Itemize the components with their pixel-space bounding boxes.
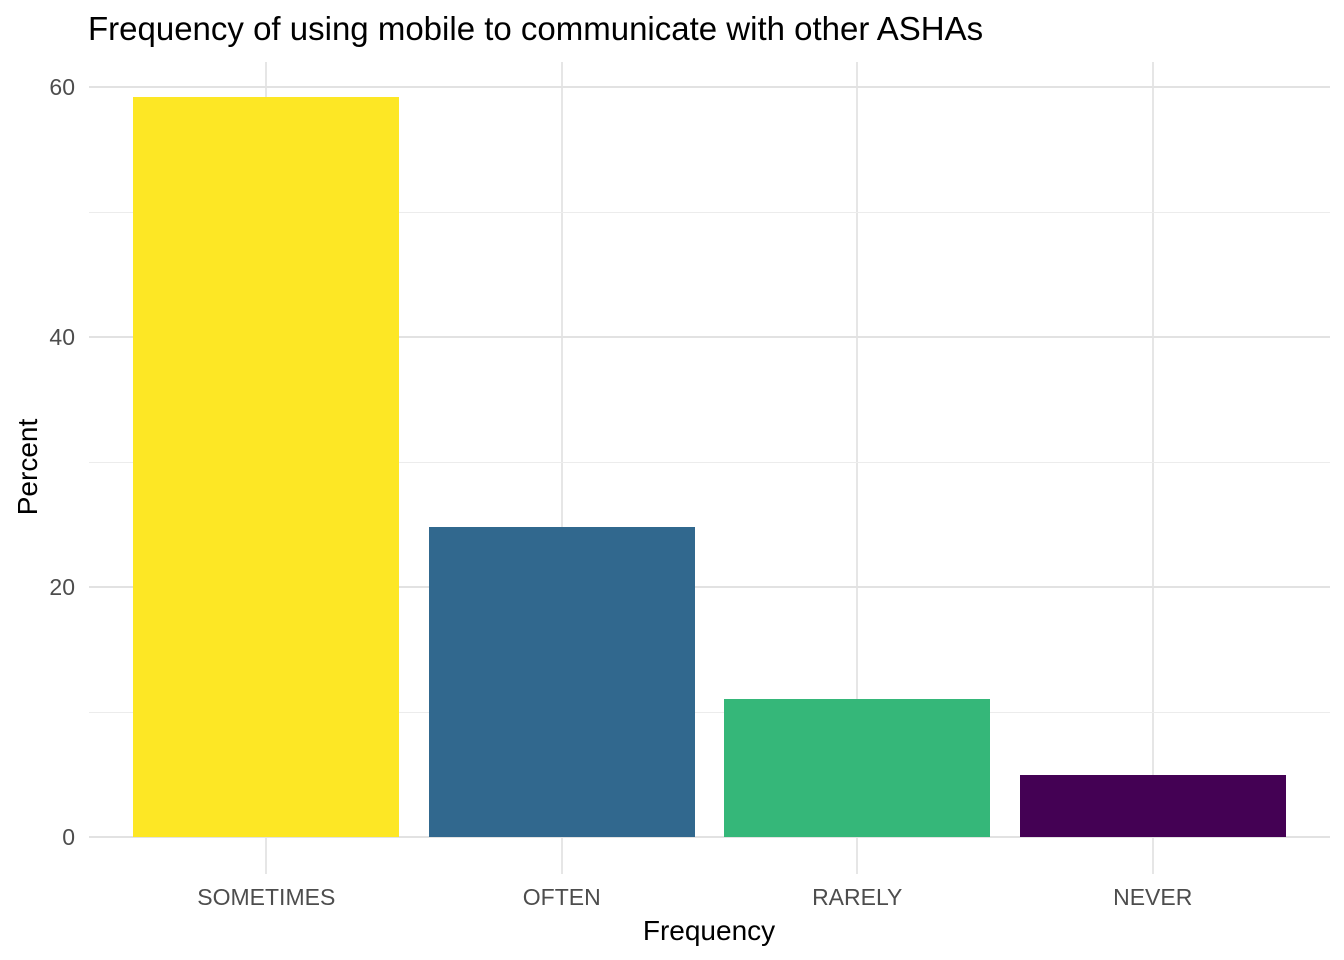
x-axis-title: Frequency: [642, 915, 776, 946]
x-tick-label-never: NEVER: [1113, 884, 1193, 910]
major-gridline: [89, 835, 1330, 838]
vertical-gridline: [856, 62, 859, 874]
y-tick-label: 0: [62, 823, 75, 850]
y-axis-title: Percent: [12, 418, 43, 516]
y-tick-label: 20: [49, 573, 75, 600]
minor-gridline: [89, 211, 1330, 213]
x-tick-label-often: OFTEN: [522, 884, 601, 910]
bar-rarely: [724, 699, 991, 837]
plot-panel: [89, 62, 1330, 874]
vertical-gridline: [560, 62, 563, 874]
bar-sometimes: [133, 96, 400, 837]
major-gridline: [89, 85, 1330, 88]
x-tick-label-rarely: RARELY: [812, 884, 903, 910]
x-tick-label-sometimes: SOMETIMES: [197, 884, 336, 910]
minor-gridline: [89, 461, 1330, 463]
major-gridline: [89, 585, 1330, 588]
bar-never: [1019, 775, 1286, 837]
minor-gridline: [89, 711, 1330, 713]
vertical-gridline: [1151, 62, 1154, 874]
y-tick-label: 40: [49, 323, 75, 350]
y-tick-label: 60: [49, 73, 75, 100]
chart-title: Frequency of using mobile to communicate…: [88, 10, 984, 47]
bar-often: [428, 526, 695, 837]
major-gridline: [89, 335, 1330, 338]
